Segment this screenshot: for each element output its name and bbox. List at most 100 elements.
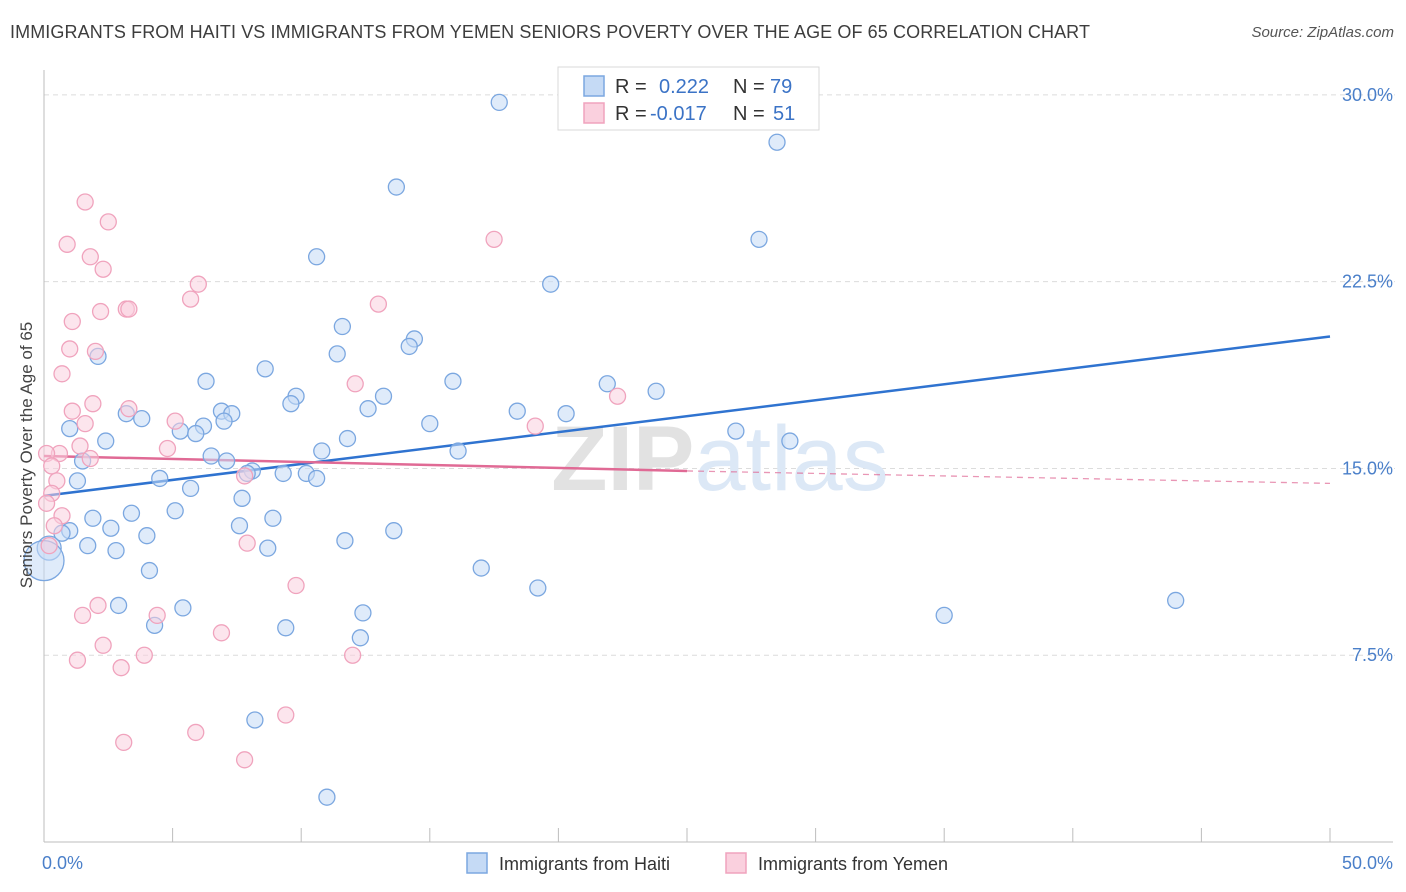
point-yemen (91, 302, 110, 321)
y-tick-labels: 7.5% 15.0% 22.5% 30.0% (1342, 85, 1393, 665)
point-haiti (750, 230, 768, 248)
point-haiti (385, 522, 403, 540)
point-haiti (107, 541, 125, 560)
point-yemen (71, 437, 89, 455)
point-yemen (89, 596, 107, 615)
bottom-legend-swatch-yemen (725, 852, 747, 874)
point-haiti (449, 442, 467, 460)
y-axis-label: Seniors Poverty Over the Age of 65 (17, 322, 36, 588)
point-yemen (526, 417, 544, 435)
point-haiti (307, 248, 326, 266)
point-yemen (45, 517, 63, 535)
y-tick-label: 30.0% (1342, 85, 1393, 105)
point-yemen (40, 537, 58, 555)
y-tick-label: 22.5% (1342, 272, 1393, 292)
point-yemen (68, 651, 87, 669)
point-haiti (181, 479, 200, 498)
point-yemen (43, 457, 61, 475)
bottom-legend-label-haiti: Immigrants from Haiti (499, 854, 670, 874)
legend-r-value: -0.017 (650, 103, 707, 125)
point-haiti (768, 133, 786, 151)
point-haiti (68, 472, 87, 490)
y-tick-label: 7.5% (1352, 645, 1393, 665)
point-yemen (112, 659, 130, 677)
point-haiti (318, 788, 336, 806)
point-haiti (421, 414, 439, 433)
point-yemen (181, 290, 200, 308)
point-haiti (387, 178, 406, 196)
data-points (23, 93, 1185, 806)
point-haiti (444, 372, 462, 390)
legend-n-label: N = (733, 103, 765, 125)
point-haiti (400, 337, 418, 356)
point-yemen (287, 576, 305, 595)
point-haiti (102, 519, 120, 537)
watermark: ZIPatlas (551, 408, 888, 510)
point-yemen (53, 365, 71, 383)
point-haiti (328, 345, 346, 363)
point-yemen (485, 230, 503, 248)
point-haiti (97, 432, 115, 450)
point-yemen (120, 300, 138, 318)
point-haiti (354, 604, 372, 622)
point-haiti (508, 402, 526, 420)
point-haiti (935, 606, 953, 625)
point-haiti (374, 387, 393, 405)
point-haiti (727, 422, 745, 440)
point-yemen (99, 213, 117, 231)
point-haiti (307, 469, 326, 488)
point-haiti (472, 559, 490, 577)
trend-line-yemen (43, 454, 688, 473)
point-yemen (166, 412, 184, 430)
point-yemen (277, 706, 295, 724)
point-haiti (274, 464, 292, 483)
point-yemen (235, 751, 254, 769)
legend-n-value: 79 (770, 76, 792, 98)
point-haiti (215, 412, 233, 430)
point-yemen (238, 534, 256, 552)
point-yemen (608, 387, 627, 405)
point-haiti (202, 447, 220, 465)
bottom-legend-swatch-haiti (466, 852, 488, 874)
point-haiti (187, 424, 205, 443)
point-haiti (264, 509, 282, 527)
point-yemen (81, 449, 99, 468)
x-tick-labels: 0.0% 50.0% (42, 853, 1393, 873)
point-yemen (81, 248, 99, 266)
legend-swatch-yemen (583, 102, 605, 124)
legend-r-label: R = (615, 76, 647, 98)
legend-n-label: N = (733, 76, 765, 98)
point-yemen (76, 193, 94, 211)
point-haiti (313, 442, 331, 460)
point-yemen (94, 260, 112, 278)
point-haiti (197, 372, 215, 390)
bottom-legend: Immigrants from Haiti Immigrants from Ye… (466, 852, 948, 874)
point-haiti (233, 489, 251, 507)
point-haiti (166, 502, 184, 520)
point-haiti (61, 419, 79, 438)
point-yemen (63, 402, 81, 420)
trend-line-yemen-extension (686, 470, 1331, 485)
legend-n-value: 51 (773, 103, 795, 125)
point-yemen (84, 395, 102, 413)
point-haiti (282, 395, 300, 413)
point-haiti (138, 527, 156, 545)
x-tick-label: 0.0% (42, 853, 83, 873)
point-haiti (79, 537, 97, 555)
top-legend: R = 0.222 N = 79 R = -0.017 N = 51 (557, 66, 820, 131)
point-yemen (158, 439, 177, 458)
point-haiti (259, 539, 277, 557)
point-yemen (212, 624, 231, 642)
point-yemen (189, 275, 207, 293)
legend-r-label: R = (615, 103, 647, 125)
point-haiti (338, 429, 357, 448)
point-yemen (94, 636, 112, 654)
point-haiti (140, 561, 159, 580)
point-haiti (542, 275, 560, 293)
point-haiti (336, 532, 354, 550)
x-tick-label: 50.0% (1342, 853, 1393, 873)
point-yemen (76, 414, 94, 433)
point-haiti (230, 517, 249, 535)
point-yemen (61, 340, 79, 358)
point-haiti (333, 317, 352, 336)
